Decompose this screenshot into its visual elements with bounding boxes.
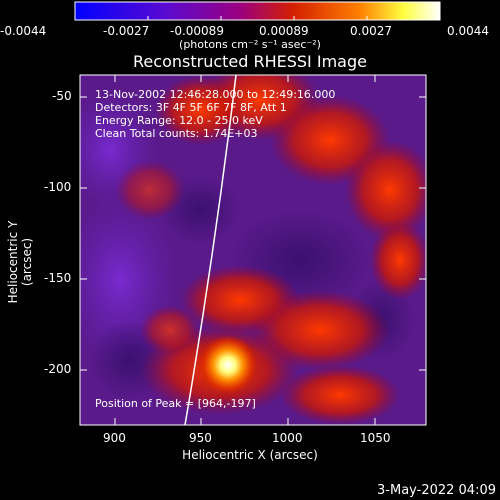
colorbar-units-label: (photons cm⁻² s⁻¹ asec⁻²) <box>179 38 321 51</box>
colorbar-tick-label: -0.0027 <box>103 24 150 38</box>
colorbar-tick-label: 0.00089 <box>259 24 309 38</box>
colorbar-tick-label: -0.0044 <box>0 24 47 38</box>
x-tick-label: 900 <box>103 431 126 445</box>
y-tick-label: -200 <box>44 362 72 376</box>
x-tick-label: 1000 <box>272 431 303 445</box>
time-range-text: 13-Nov-2002 12:46:28.000 to 12:49:16.000 <box>95 88 336 101</box>
y-axis-label: Heliocentric Y (arcsec) <box>6 220 34 304</box>
y-tick-label: -150 <box>44 271 72 285</box>
detectors-text: Detectors: 3F 4F 5F 6F 7F 8F, Att 1 <box>95 101 287 114</box>
peak-position-text: Position of Peak = [964,-197] <box>95 397 256 410</box>
x-axis-label: Heliocentric X (arcsec) <box>182 448 318 462</box>
y-tick-label: -50 <box>52 89 72 103</box>
clean-counts-text: Clean Total counts: 1.74E+03 <box>95 127 258 140</box>
x-tick-label: 950 <box>189 431 212 445</box>
energy-range-text: Energy Range: 12.0 - 25.0 keV <box>95 114 263 127</box>
colorbar-tick-label: 0.0027 <box>350 24 392 38</box>
colorbar-tick-label: 0.0044 <box>447 24 489 38</box>
x-tick-label: 1050 <box>360 431 391 445</box>
y-tick-label: -100 <box>44 180 72 194</box>
timestamp: 3-May-2022 04:09 <box>377 483 496 498</box>
image-title: Reconstructed RHESSI Image <box>133 52 367 71</box>
colorbar <box>74 1 441 21</box>
observation-info: 13-Nov-2002 12:46:28.000 to 12:49:16.000… <box>95 88 335 140</box>
colorbar-tick-label: -0.00089 <box>170 24 224 38</box>
